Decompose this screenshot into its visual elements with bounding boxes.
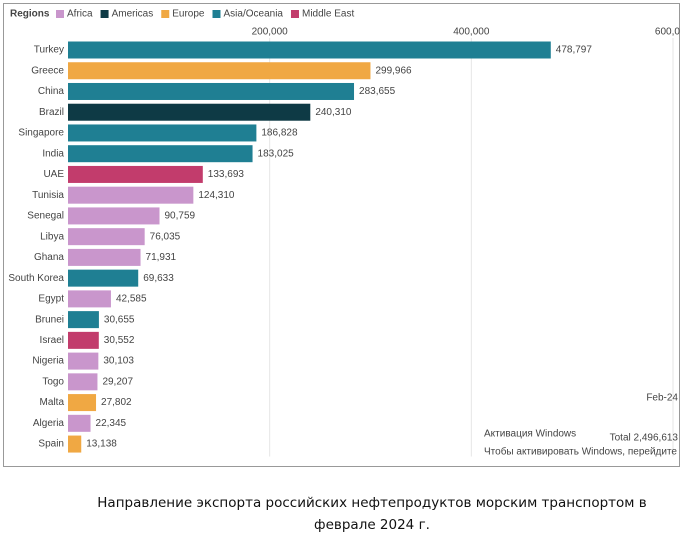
total-label: Total 2,496,613: [610, 433, 679, 444]
bar: [68, 290, 111, 308]
y-tick-label: India: [42, 148, 64, 159]
value-label: 27,802: [101, 397, 132, 408]
value-label: 133,693: [208, 169, 245, 180]
date-label: Feb-24: [646, 393, 678, 404]
y-tick-label: Israel: [40, 335, 64, 346]
bar: [68, 145, 253, 163]
bar: [68, 228, 145, 246]
bar: [68, 269, 139, 287]
bar: [68, 414, 91, 432]
value-label: 183,025: [258, 148, 295, 159]
bar: [68, 394, 97, 412]
y-tick-label: Tunisia: [32, 190, 64, 201]
bar: [68, 311, 99, 329]
legend-swatch: [212, 10, 221, 18]
x-tick-label: 200,000: [252, 27, 289, 38]
legend-title: Regions: [10, 9, 50, 20]
value-label: 13,138: [86, 439, 117, 450]
bar: [68, 103, 311, 121]
value-label: 42,585: [116, 294, 147, 305]
legend-swatch: [290, 10, 299, 18]
y-tick-label: Nigeria: [32, 356, 64, 367]
value-label: 69,633: [143, 273, 174, 284]
bar: [68, 352, 99, 370]
y-tick-label: Ghana: [34, 252, 64, 263]
legend-swatch: [100, 10, 109, 18]
legend-label: Europe: [172, 9, 205, 20]
y-tick-label: Turkey: [34, 45, 64, 56]
value-label: 90,759: [165, 211, 196, 222]
y-tick-label: Algeria: [33, 418, 65, 429]
bar: [68, 373, 98, 391]
y-tick-label: Senegal: [27, 211, 64, 222]
bar: [68, 124, 257, 142]
legend-label: Africa: [67, 9, 93, 20]
legend-swatch: [161, 10, 170, 18]
value-label: 240,310: [315, 107, 352, 118]
legend-label: Middle East: [302, 9, 354, 20]
bar: [68, 435, 82, 453]
y-tick-label: Singapore: [18, 128, 64, 139]
value-label: 186,828: [261, 128, 298, 139]
y-tick-label: Libya: [40, 231, 64, 242]
value-label: 283,655: [359, 86, 396, 97]
bar: [68, 41, 551, 59]
y-tick-label: Greece: [31, 65, 64, 76]
y-tick-label: UAE: [43, 169, 64, 180]
x-tick-label: 600,000: [655, 27, 686, 38]
value-label: 29,207: [102, 376, 133, 387]
value-label: 299,966: [375, 65, 412, 76]
bar: [68, 186, 194, 204]
bar: [68, 82, 355, 100]
x-tick-label: 400,000: [453, 27, 490, 38]
bar: [68, 248, 141, 266]
windows-watermark-sub: Чтобы активировать Windows, перейдите в …: [484, 446, 686, 458]
bar: [68, 62, 371, 80]
bar: [68, 165, 203, 183]
y-tick-label: Togo: [42, 376, 64, 387]
y-tick-label: South Korea: [8, 273, 64, 284]
legend-label: Americas: [112, 9, 154, 20]
bar: [68, 331, 99, 349]
y-tick-label: Brunei: [35, 314, 64, 325]
plot: Regions Africa Americas Europe Asia/Oceania M…: [8, 9, 686, 458]
value-label: 76,035: [150, 231, 181, 242]
value-label: 124,310: [198, 190, 235, 201]
y-tick-label: Egypt: [38, 294, 64, 305]
y-tick-label: Brazil: [39, 107, 64, 118]
legend-swatch: [56, 10, 64, 18]
bar: [68, 207, 160, 225]
caption: Направление экспорта российских нефтепро…: [97, 495, 646, 511]
y-tick-label: China: [38, 86, 65, 97]
windows-watermark: Активация Windows: [484, 429, 576, 440]
value-label: 30,103: [103, 356, 134, 367]
value-label: 30,552: [104, 335, 135, 346]
value-label: 71,931: [146, 252, 177, 263]
y-tick-label: Malta: [40, 397, 65, 408]
value-label: 22,345: [96, 418, 127, 429]
legend-label: Asia/Oceania: [224, 9, 284, 20]
value-label: 478,797: [556, 45, 593, 56]
value-label: 30,655: [104, 314, 135, 325]
caption: феврале 2024 г.: [314, 517, 430, 533]
y-tick-label: Spain: [38, 439, 64, 450]
